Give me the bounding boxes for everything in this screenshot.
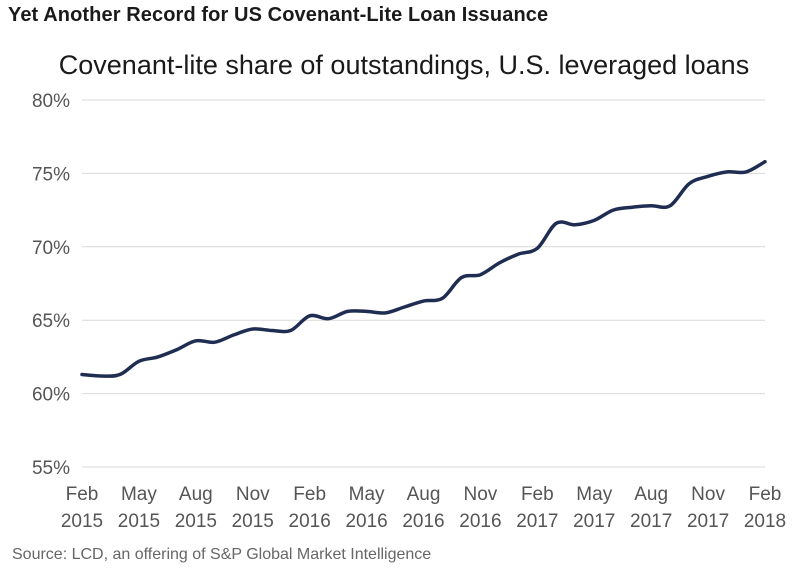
- source-note: Source: LCD, an offering of S&P Global M…: [12, 546, 432, 563]
- x-tick-year: 2017: [630, 511, 672, 532]
- y-tick-label: 65%: [32, 311, 70, 332]
- x-tick-month: Feb: [749, 484, 782, 505]
- x-tick-year: 2016: [402, 511, 444, 532]
- x-tick-year: 2015: [118, 511, 160, 532]
- y-tick-label: 60%: [32, 385, 70, 406]
- x-tick-month: May: [121, 484, 157, 505]
- x-tick-year: 2016: [345, 511, 387, 532]
- series-line: [80, 159, 767, 378]
- x-tick-month: May: [349, 484, 385, 505]
- y-tick-label: 70%: [32, 238, 70, 259]
- x-tick-year: 2015: [232, 511, 274, 532]
- headline: Yet Another Record for US Covenant-Lite …: [8, 4, 549, 26]
- x-tick-month: Aug: [407, 484, 441, 505]
- y-axis: 55% 60% 65% 70% 75% 80%: [32, 91, 70, 479]
- x-tick-month: Nov: [464, 484, 498, 505]
- x-tick-year: 2016: [459, 511, 501, 532]
- series-group: [80, 159, 767, 378]
- x-tick-month: Aug: [634, 484, 668, 505]
- x-tick-year: 2016: [289, 511, 331, 532]
- line-chart: Covenant-lite share of outstandings, U.S…: [32, 50, 786, 532]
- gridlines: [82, 99, 765, 468]
- x-tick-month: Feb: [66, 484, 99, 505]
- x-tick-year: 2017: [516, 511, 558, 532]
- x-tick-year: 2017: [573, 511, 615, 532]
- y-tick-label: 80%: [32, 91, 70, 112]
- x-tick-year: 2015: [175, 511, 217, 532]
- x-tick-year: 2015: [61, 511, 103, 532]
- x-tick-month: Nov: [236, 484, 270, 505]
- x-tick-month: Aug: [179, 484, 213, 505]
- chart-title: Covenant-lite share of outstandings, U.S…: [59, 50, 749, 80]
- x-tick-month: Feb: [521, 484, 554, 505]
- y-tick-label: 55%: [32, 458, 70, 479]
- x-tick-month: May: [576, 484, 612, 505]
- y-tick-label: 75%: [32, 164, 70, 185]
- x-axis: Feb 2015 May 2015 Aug 2015 Nov 2015 Feb 2016 May 20…: [61, 484, 786, 532]
- x-tick-month: Feb: [293, 484, 326, 505]
- x-tick-year: 2017: [687, 511, 729, 532]
- x-tick-year: 2018: [744, 511, 786, 532]
- x-tick-month: Nov: [691, 484, 725, 505]
